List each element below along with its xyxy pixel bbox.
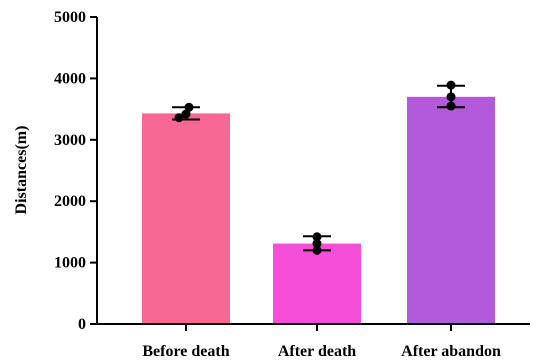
data-point [184,102,194,112]
x-tick-label: After death [278,343,356,360]
data-point [446,80,456,90]
data-point [446,101,456,111]
data-point [312,239,322,249]
bars [142,96,495,324]
data-points [174,80,456,255]
y-tick-label: 3000 [54,132,86,149]
data-point [174,113,184,123]
data-point [312,245,322,255]
bar-after-abandon [407,96,495,324]
data-point [446,92,456,102]
bar-before-death [142,113,230,324]
y-tick-label: 2000 [54,193,86,210]
y-axis: 0 1000 2000 3000 4000 5000 [54,9,98,333]
bar-after-death [273,243,361,324]
data-point [312,232,322,242]
y-tick-label: 4000 [54,70,86,87]
y-tick-label: 5000 [54,9,86,26]
y-tick-label: 1000 [54,255,86,272]
x-tick-label: After abandon [401,343,501,360]
y-tick-label: 0 [78,316,86,333]
x-axis: Before death After death After abandon [96,323,530,360]
y-axis-label: Distances(m) [13,126,30,215]
data-point [181,109,191,119]
x-tick-label: Before death [142,343,229,360]
